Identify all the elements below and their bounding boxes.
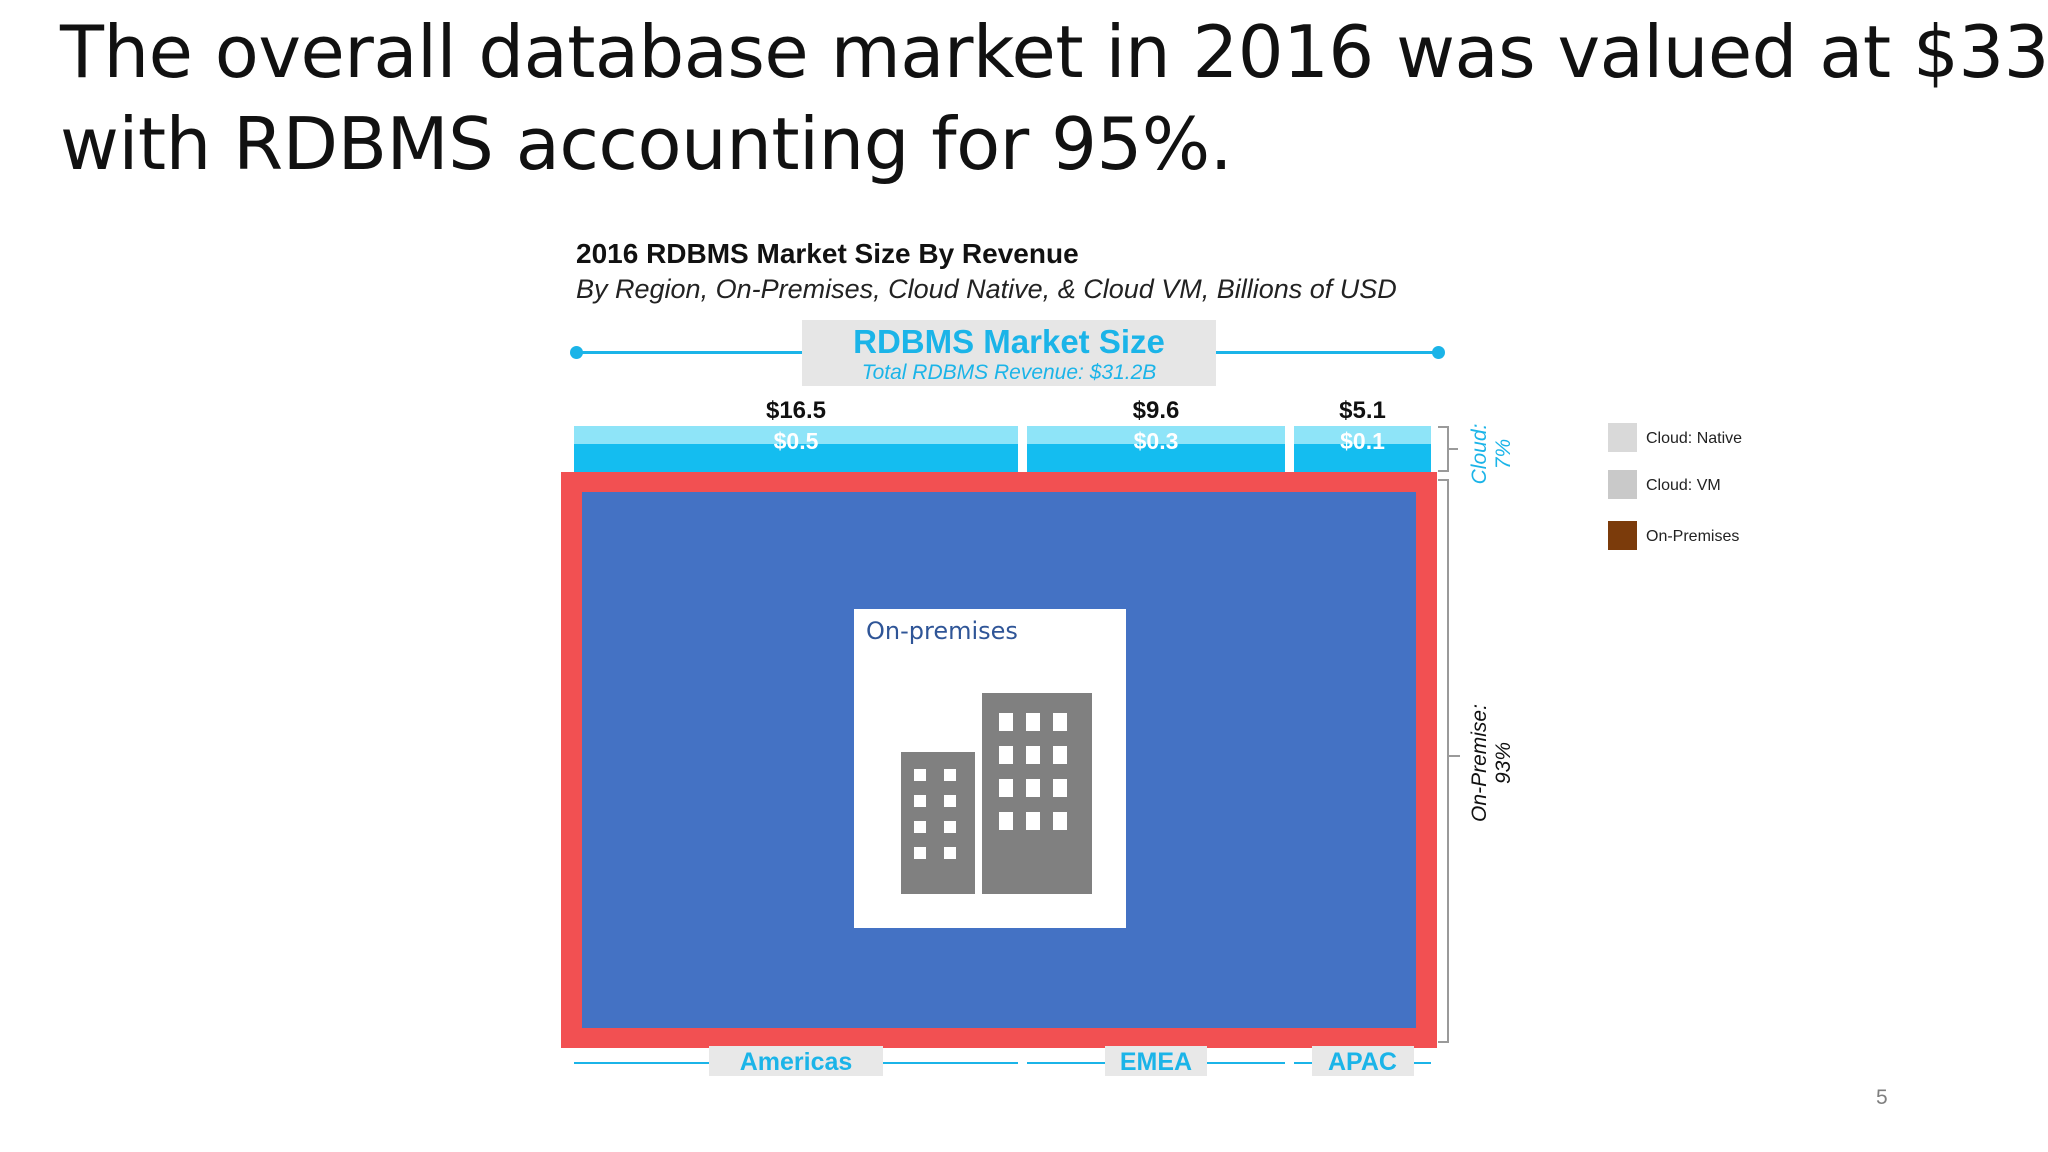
cloud-share-label: Cloud: 7%	[1468, 404, 1520, 504]
chart-subtitle: By Region, On-Premises, Cloud Native, & …	[576, 274, 1397, 304]
cloud-share-label-line2: 7%	[1492, 438, 1515, 470]
legend-swatch-cloud-native	[1608, 423, 1637, 452]
on-premises-icon-label: On-premises	[866, 617, 1018, 645]
chart-title: 2016 RDBMS Market Size By Revenue	[576, 238, 1079, 269]
header-line-left	[576, 351, 802, 354]
legend-label-on-premises: On-Premises	[1646, 528, 1740, 545]
total-label-emea: $9.6	[1132, 397, 1180, 424]
region-label-americas: Americas	[709, 1046, 883, 1076]
legend-label-cloud-vm: Cloud: VM	[1646, 477, 1721, 494]
on-premises-icon-card: On-premises	[854, 609, 1126, 928]
legend-swatch-cloud-vm	[1608, 470, 1637, 499]
legend-swatch-on-premises	[1608, 521, 1637, 550]
total-label-apac: $5.1	[1339, 397, 1386, 424]
header-line-end-dot	[1432, 346, 1445, 359]
legend-label-cloud-native: Cloud: Native	[1646, 430, 1743, 447]
cloud-native-value-apac: $0.1	[1340, 428, 1385, 454]
cloud-bracket	[1438, 426, 1458, 472]
cloud-native-bar-americas	[574, 426, 1018, 444]
cloud-native-bar-apac	[1294, 426, 1431, 444]
total-label-americas: $16.5	[765, 397, 827, 424]
header-box-title: RDBMS Market Size	[853, 323, 1165, 360]
header-box: RDBMS Market Size Total RDBMS Revenue: $…	[802, 320, 1216, 386]
header-line-right	[1216, 351, 1438, 354]
slide-title-line-2: with RDBMS accounting for 95%.	[60, 102, 1233, 186]
slide-title: The overall database market in 2016 was …	[60, 6, 2048, 190]
on-premise-share-label: On-Premise: 93%	[1468, 693, 1520, 833]
cloud-share-label-line1: Cloud:	[1468, 423, 1491, 485]
header-box-subtitle: Total RDBMS Revenue: $31.2B	[861, 361, 1157, 384]
on-premise-bracket	[1438, 479, 1460, 1043]
office-building-icon	[901, 693, 1092, 894]
on-premise-share-label-line1: On-Premise:	[1468, 704, 1491, 822]
slide-title-line-1: The overall database market in 2016 was …	[60, 10, 2048, 94]
region-label-apac: APAC	[1311, 1046, 1414, 1076]
cloud-native-value-emea: $0.3	[1133, 428, 1179, 454]
cloud-native-value-americas: $0.5	[773, 428, 819, 454]
cloud-vm-bar-americas	[574, 444, 1018, 472]
cloud-vm-bar-apac	[1294, 444, 1431, 472]
cloud-native-bar-emea	[1027, 426, 1285, 444]
region-label-emea: EMEA	[1105, 1046, 1207, 1076]
on-premise-share-label-line2: 93%	[1492, 741, 1515, 785]
cloud-vm-bar-emea	[1027, 444, 1285, 472]
page-number: 5	[1876, 1086, 1888, 1109]
